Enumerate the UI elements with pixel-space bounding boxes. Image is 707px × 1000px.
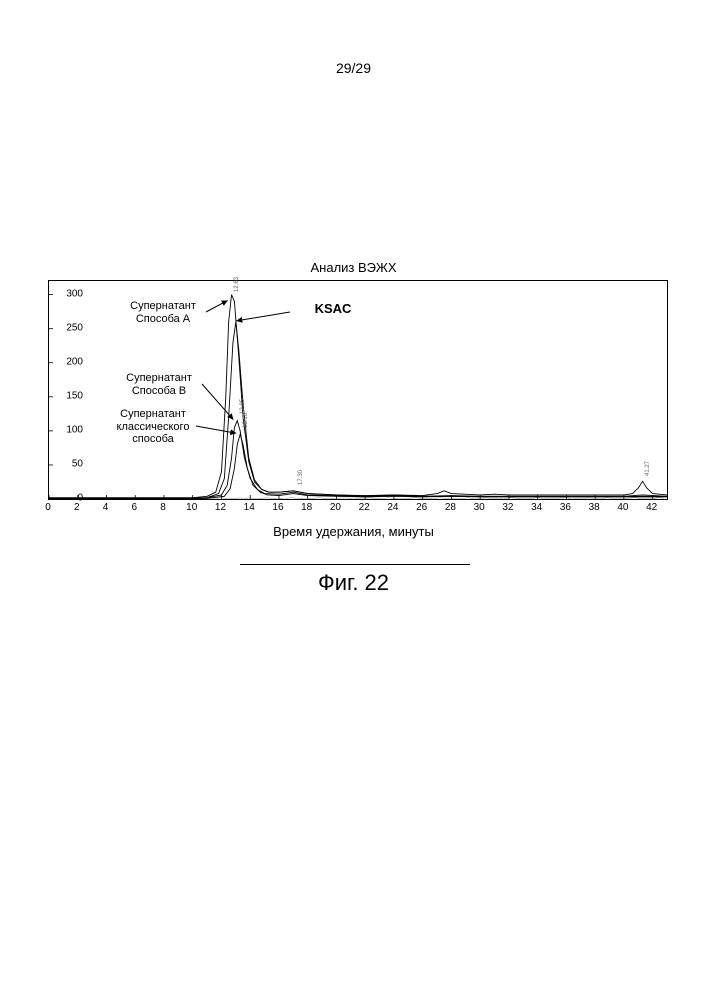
y-tick: 250 <box>66 322 83 333</box>
ann-ksac: KSAC <box>288 302 378 317</box>
annotation-arrows-svg <box>0 0 707 1000</box>
x-tick: 6 <box>131 502 137 513</box>
x-tick: 32 <box>502 502 513 513</box>
x-tick: 10 <box>186 502 197 513</box>
page-number: 29/29 <box>0 60 707 76</box>
x-tick: 20 <box>330 502 341 513</box>
x-tick: 26 <box>416 502 427 513</box>
peak-label: 12.63 <box>234 277 240 292</box>
y-tick: 150 <box>66 390 83 401</box>
x-tick: 8 <box>160 502 166 513</box>
x-tick: 16 <box>272 502 283 513</box>
x-tick: 2 <box>74 502 80 513</box>
x-tick: 30 <box>474 502 485 513</box>
peak-label: 17.30 <box>298 470 304 485</box>
page: 29/29 Анализ ВЭЖХ 050100150200250300 024… <box>0 0 707 1000</box>
ann-b: Супернатант Способа В <box>114 372 204 397</box>
x-tick: 0 <box>45 502 51 513</box>
x-axis-label: Время удержания, минуты <box>0 524 707 539</box>
y-tick: 300 <box>66 288 83 299</box>
ann-cl: Супернатант классического способа <box>108 408 198 446</box>
peak-label: 13.16 <box>243 413 249 428</box>
x-tick: 28 <box>445 502 456 513</box>
x-tick: 36 <box>560 502 571 513</box>
peak-label: 12.85 <box>240 399 246 414</box>
y-tick: 50 <box>72 458 83 469</box>
x-tick: 24 <box>387 502 398 513</box>
x-tick: 4 <box>103 502 109 513</box>
figure-underline <box>240 564 470 565</box>
peak-label: 41.27 <box>645 461 651 476</box>
x-tick: 22 <box>359 502 370 513</box>
x-tick: 34 <box>531 502 542 513</box>
x-tick: 12 <box>215 502 226 513</box>
x-tick: 42 <box>646 502 657 513</box>
x-tick: 18 <box>301 502 312 513</box>
ann-a: Супернатант Способа А <box>118 300 208 325</box>
chart-title: Анализ ВЭЖХ <box>0 260 707 275</box>
figure-caption: Фиг. 22 <box>0 570 707 596</box>
x-tick: 14 <box>244 502 255 513</box>
y-tick: 100 <box>66 424 83 435</box>
y-tick: 200 <box>66 356 83 367</box>
x-tick: 40 <box>617 502 628 513</box>
x-tick: 38 <box>589 502 600 513</box>
